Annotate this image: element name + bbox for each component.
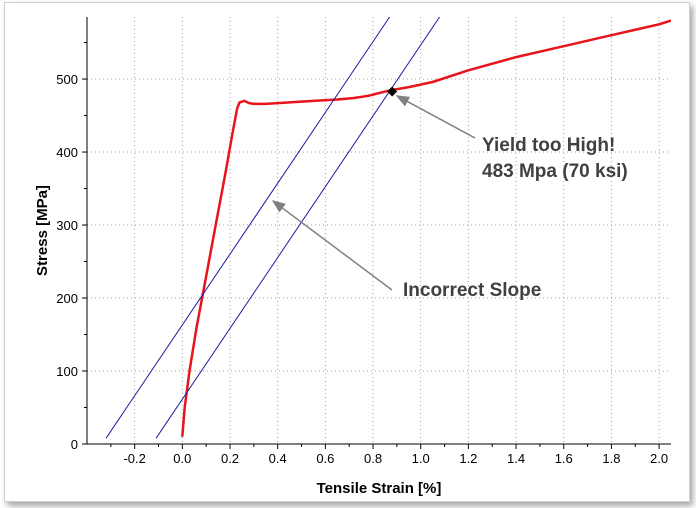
chart-frame: -0.2 0.0 0.2 0.4 0.6 0.8 1.0 1.2 1.4 1.6 1.8 2.0 0 10… [4,2,690,502]
annotation-text-0-0: Yield too High! [482,135,615,156]
x-tick-label-7: 1.2 [459,451,477,466]
y-axis-title: Stress [MPa] [34,185,51,276]
y-tick-label-4: 400 [56,145,78,160]
plot-area [87,17,671,444]
x-tick-label-5: 0.8 [364,451,382,466]
x-tick-label-9: 1.6 [555,451,573,466]
y-tick-label-3: 300 [56,218,78,233]
x-tick-label-4: 0.6 [316,451,334,466]
x-tick-label-1: 0.0 [173,451,191,466]
y-tick-label-2: 200 [56,291,78,306]
x-tick-label-11: 2.0 [650,451,668,466]
x-tick-label-2: 0.2 [221,451,239,466]
y-tick-label-5: 500 [56,72,78,87]
x-tick-label-10: 1.8 [602,451,620,466]
offset-line-1 [105,17,391,439]
annotation-text-1-0: Incorrect Slope [403,280,541,301]
annotation-arrow-0 [395,95,476,139]
y-tick-label-0: 0 [71,437,78,452]
stress-strain-curve [181,19,671,437]
annotation-arrow-1 [271,200,393,291]
y-tick-label-1: 100 [56,364,78,379]
x-tick-label-6: 1.0 [412,451,430,466]
x-tick-label-3: 0.4 [269,451,287,466]
x-tick-label-0: -0.2 [123,451,145,466]
x-tick-label-8: 1.4 [507,451,525,466]
stress-strain-chart: -0.2 0.0 0.2 0.4 0.6 0.8 1.0 1.2 1.4 1.6 1.8 2.0 0 10… [34,17,671,497]
yield-point-marker [387,86,398,97]
annotation-text-0-1: 483 Mpa (70 ksi) [482,161,628,182]
x-axis-title: Tensile Strain [%] [317,480,442,497]
